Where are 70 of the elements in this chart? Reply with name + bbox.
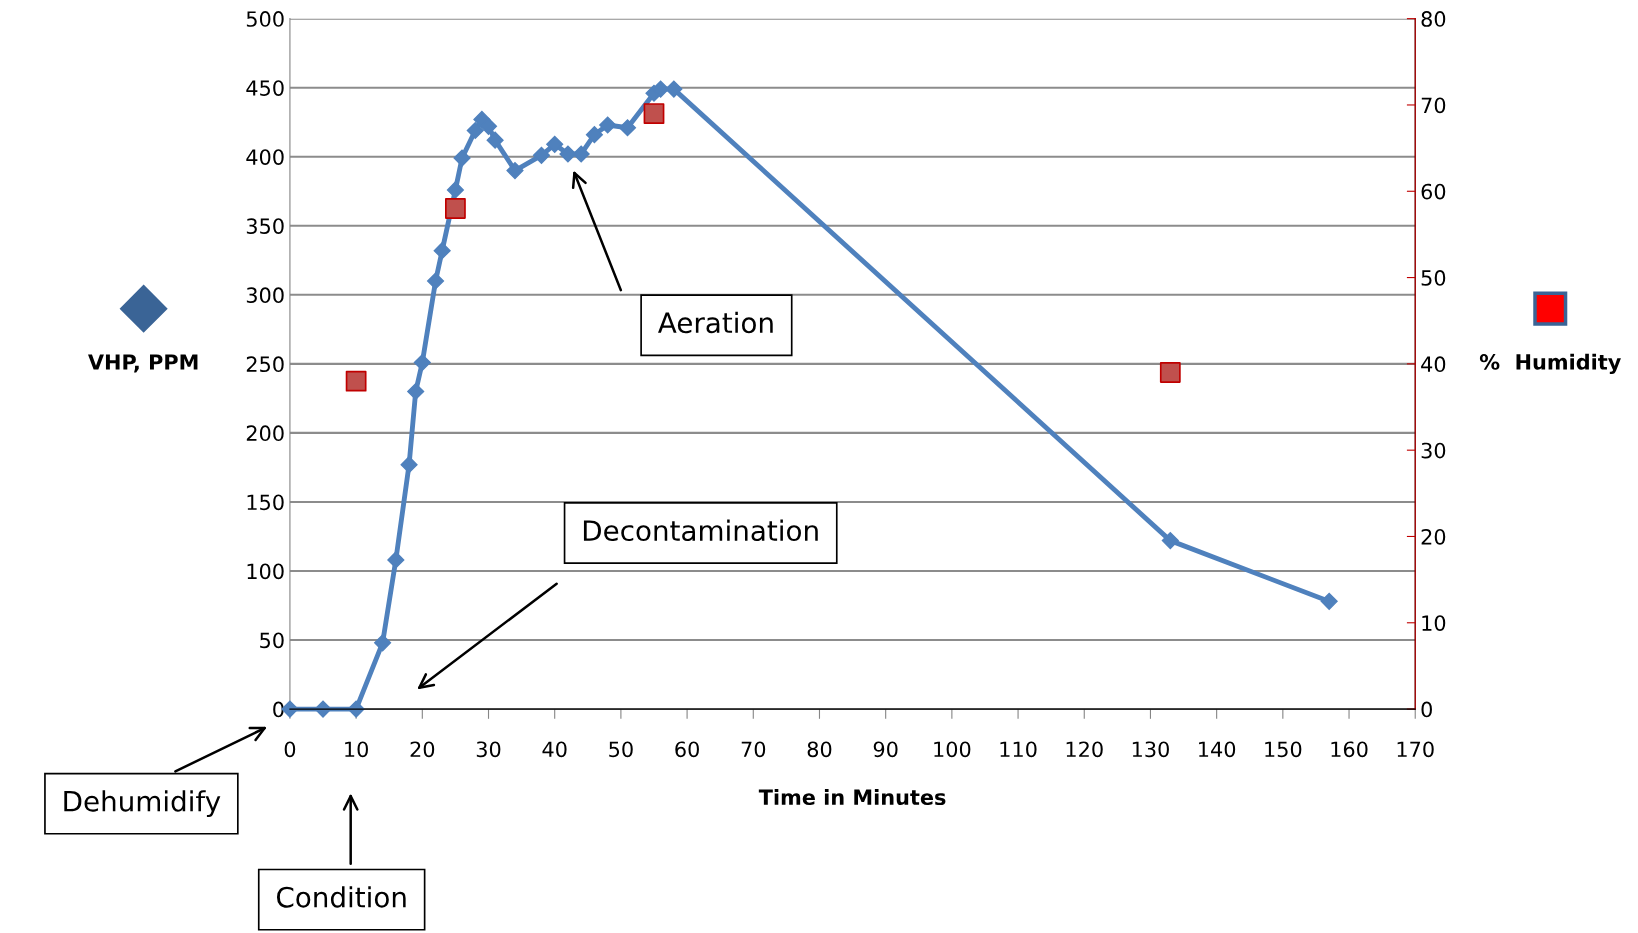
point <box>433 242 451 260</box>
point <box>400 456 418 474</box>
annotation: Decontamination <box>583 519 818 542</box>
point <box>466 121 484 140</box>
x-tick-label: 60 <box>675 741 699 758</box>
y2-tick-label: 40 <box>1421 356 1446 373</box>
y-tick-label: 350 <box>246 218 284 234</box>
y2-tick-label: 50 <box>1421 270 1446 286</box>
point <box>546 135 564 153</box>
x-tick-label: 10 <box>345 741 368 758</box>
y2-tick-label: 60 <box>1421 183 1446 200</box>
x-tick-label: 20 <box>410 741 435 758</box>
point <box>1159 362 1181 383</box>
x-tick-label: 130 <box>1132 741 1169 758</box>
point <box>1320 592 1338 610</box>
point <box>446 181 464 199</box>
x-tick-label: 150 <box>1265 741 1302 758</box>
point <box>532 146 551 164</box>
x-tick-label: 160 <box>1331 741 1368 758</box>
y2-tick-label: 70 <box>1421 97 1446 114</box>
y2-tick-label: 20 <box>1421 528 1446 545</box>
point <box>445 198 466 219</box>
x-tick-label: 70 <box>741 741 766 758</box>
y-tick-label: 100 <box>247 563 284 580</box>
y-axis-title: VHP, PPM <box>88 354 198 373</box>
x-tick-label: 80 <box>807 741 832 758</box>
point <box>479 117 498 135</box>
point <box>387 551 405 569</box>
point <box>618 119 637 137</box>
point <box>1161 532 1179 550</box>
x-tick-label: 30 <box>476 741 501 758</box>
x-tick-label: 170 <box>1397 741 1434 758</box>
y-tick-label: 300 <box>246 287 284 304</box>
y-tick-label: 50 <box>260 632 284 649</box>
point <box>506 162 524 180</box>
point <box>407 382 425 401</box>
y-tick-label: 500 <box>246 11 284 27</box>
x-tick-label: 120 <box>1066 741 1103 758</box>
point <box>665 80 683 98</box>
y2-tick-label: 0 <box>1421 701 1432 718</box>
point <box>486 131 504 149</box>
y-tick-label: 200 <box>246 425 284 442</box>
y2-tick-label: 30 <box>1421 442 1446 459</box>
point <box>643 103 665 125</box>
point <box>413 353 431 372</box>
x-tick-label: 90 <box>873 741 898 758</box>
x-tick-label: 100 <box>934 741 971 758</box>
x-tick-label: 50 <box>609 741 633 758</box>
point <box>599 116 617 134</box>
text: Dehumidify <box>64 790 221 818</box>
x-axis-title: Time in Minutes <box>758 788 946 806</box>
point <box>427 272 445 290</box>
x-tick-label: 40 <box>542 741 567 758</box>
x-tick-label: 0 <box>284 741 296 758</box>
text: Condition <box>276 886 406 908</box>
y2-tick-label: 80 <box>1421 11 1446 27</box>
point <box>374 634 392 652</box>
y-tick-label: 150 <box>247 494 284 511</box>
y-tick-label: 400 <box>246 149 284 165</box>
point <box>572 145 590 163</box>
point <box>453 149 471 167</box>
x-tick-label: 110 <box>1000 741 1037 758</box>
y-tick-label: 450 <box>246 80 284 96</box>
point <box>585 126 603 144</box>
y2-axis-title: % Humidity <box>1479 353 1621 375</box>
y-tick-label: 250 <box>246 356 284 373</box>
y2-tick-label: 10 <box>1422 615 1446 631</box>
point <box>345 370 367 392</box>
x-tick-label: 140 <box>1199 741 1236 758</box>
annotation: Aeration <box>658 311 773 334</box>
